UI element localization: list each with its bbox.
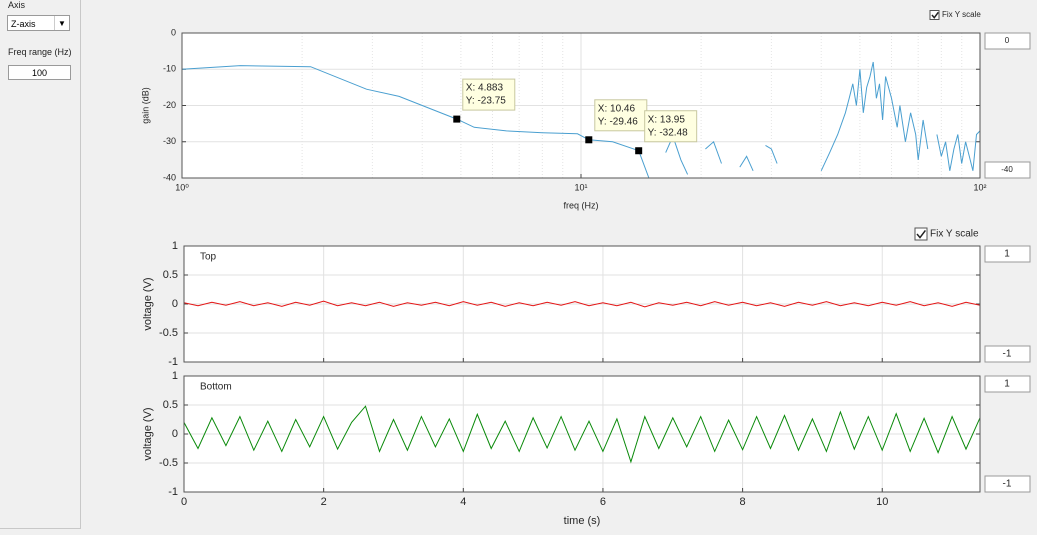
y-limit-value: -1 <box>1003 349 1012 360</box>
datatip-text: Y: -23.75 <box>466 96 506 107</box>
y-tick-label: -40 <box>163 172 176 182</box>
y-limit-value: 1 <box>1004 249 1010 260</box>
datatip-text: Y: -32.48 <box>648 127 688 138</box>
y-tick-label: -10 <box>163 64 176 74</box>
y-limit-input[interactable] <box>984 345 1031 363</box>
x-tick-label: 10¹ <box>574 182 587 192</box>
y-limit-value: -1 <box>1003 479 1012 490</box>
y-tick-label: 0.5 <box>163 269 178 281</box>
fix-y-label: Fix Y scale <box>930 229 979 240</box>
y-limit-value: -40 <box>1001 165 1013 174</box>
series-line <box>184 405 980 464</box>
y-tick-label: -0.5 <box>159 457 178 469</box>
y-tick-label: -30 <box>163 136 176 146</box>
y-limit-input[interactable] <box>984 245 1031 263</box>
sidebar: Axis Z-axis ▼ Freq range (Hz) 100 <box>0 0 81 529</box>
datatip-marker <box>635 147 643 155</box>
y-tick-label: 0 <box>171 27 176 37</box>
y-tick-label: 1 <box>172 240 178 252</box>
datatip-text: Y: -29.46 <box>598 116 638 127</box>
datatip-text: X: 4.883 <box>466 83 504 94</box>
x-tick-label: 2 <box>321 496 327 508</box>
y-limit-value: 1 <box>1004 379 1010 390</box>
fix-y-label: Fix Y scale <box>942 10 981 19</box>
axis-dropdown[interactable]: Z-axis ▼ <box>7 15 70 31</box>
x-tick-label: 10⁰ <box>175 182 189 192</box>
y-limit-input[interactable] <box>984 32 1031 50</box>
datatip-box <box>594 99 648 132</box>
y-axis-label: voltage (V) <box>142 277 154 330</box>
series-label: Top <box>200 252 217 263</box>
check-mark <box>916 229 926 239</box>
datatip-marker <box>453 115 461 123</box>
x-tick-label: 0 <box>181 496 187 508</box>
y-axis-label: voltage (V) <box>142 407 154 460</box>
y-limit-input[interactable] <box>984 475 1031 493</box>
y-tick-label: 0 <box>172 428 178 440</box>
x-tick-label: 8 <box>740 496 746 508</box>
x-tick-label: 10 <box>876 496 888 508</box>
series-label: Bottom <box>200 382 232 393</box>
freq-range-input[interactable]: 100 <box>8 65 71 80</box>
y-tick-label: 1 <box>172 370 178 382</box>
dropdown-arrow: ▼ <box>54 16 69 30</box>
y-tick-label: 0.5 <box>163 399 178 411</box>
axes-box <box>183 375 981 493</box>
series-line <box>182 61 980 178</box>
datatip-marker <box>585 136 593 144</box>
y-tick-label: -1 <box>168 356 178 368</box>
y-limit-value: 0 <box>1005 36 1010 45</box>
datatip-text: X: 10.46 <box>598 103 636 114</box>
axes-box <box>183 245 981 363</box>
series-line <box>184 300 980 308</box>
datatip-box <box>462 78 516 111</box>
axis-label: Axis <box>8 0 26 10</box>
y-tick-label: -0.5 <box>159 327 178 339</box>
dropdown-value: Z-axis <box>11 19 36 29</box>
x-tick-label: 6 <box>600 496 606 508</box>
x-tick-label: 10² <box>973 182 986 192</box>
y-axis-label: gain (dB) <box>140 87 150 124</box>
y-tick-label: -20 <box>163 100 176 110</box>
datatip-box <box>644 110 698 143</box>
datatip-text: X: 13.95 <box>648 114 686 125</box>
check-mark <box>931 11 939 19</box>
x-tick-label: 4 <box>460 496 466 508</box>
y-limit-input[interactable] <box>984 161 1031 179</box>
x-axis-label: time (s) <box>564 515 601 527</box>
y-limit-input[interactable] <box>984 375 1031 393</box>
y-tick-label: 0 <box>172 298 178 310</box>
y-tick-label: -1 <box>168 486 178 498</box>
fix-y-checkbox[interactable] <box>929 10 940 20</box>
fix-y-checkbox[interactable] <box>914 227 928 241</box>
freq-range-label: Freq range (Hz) <box>8 47 72 57</box>
x-axis-label: freq (Hz) <box>563 200 598 210</box>
axes-box <box>181 32 981 179</box>
